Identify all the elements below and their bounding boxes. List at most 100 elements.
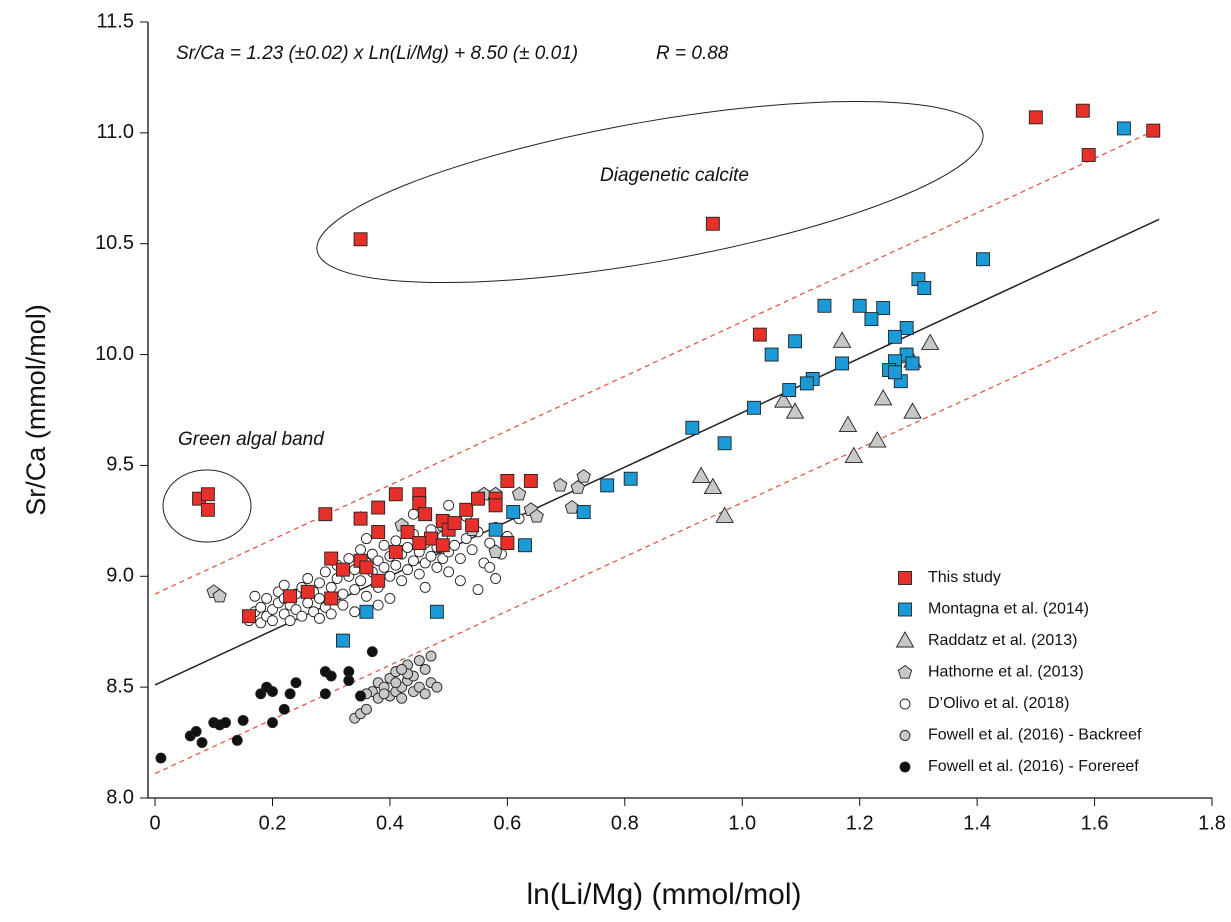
triangle-point [895, 631, 915, 648]
legend-item: Hathorne et al. (2013) [897, 664, 1084, 681]
square-point [817, 298, 832, 313]
x-tick-label: 0.8 [611, 812, 639, 834]
circle-point [284, 688, 296, 700]
y-tick-label: 8.5 [106, 675, 134, 697]
square-point [300, 584, 315, 599]
x-tick-label: 1.2 [846, 812, 874, 834]
circle-point [419, 581, 431, 593]
square-point [435, 538, 450, 553]
square-point [371, 524, 386, 539]
square-point [887, 365, 902, 380]
circle-point [390, 559, 402, 571]
square-point [1028, 110, 1043, 125]
pentagon-point [529, 508, 544, 523]
circle-point [349, 584, 361, 596]
circle-point [402, 542, 413, 553]
square-point [471, 491, 485, 506]
circle-point [267, 686, 278, 698]
circle-point [314, 593, 325, 604]
circle-point [349, 606, 361, 618]
circle-point [899, 698, 911, 710]
circle-point [337, 588, 349, 600]
square-point [353, 511, 368, 526]
circle-point [267, 717, 278, 729]
circle-point [366, 646, 378, 658]
circle-point [390, 677, 402, 689]
circle-point [431, 561, 443, 573]
square-point [335, 562, 350, 577]
circle-point [443, 566, 455, 578]
pentagon-point [553, 477, 568, 492]
square-point [500, 536, 515, 550]
legend-label: Raddatz et al. (2013) [928, 632, 1077, 649]
circle-point [460, 533, 472, 545]
circle-point [261, 593, 273, 604]
square-point [324, 551, 339, 566]
circle-point [484, 537, 496, 549]
circle-point [396, 663, 408, 675]
x-tick-label: 1.8 [1198, 812, 1226, 834]
square-point [600, 478, 615, 493]
triangle-point [838, 415, 858, 432]
x-tick-label: 1.4 [963, 812, 991, 834]
y-tick-label: 9.5 [106, 454, 134, 476]
circle-point [343, 553, 355, 564]
bound-line [154, 127, 1160, 595]
circle-point [249, 590, 261, 602]
square-point [852, 298, 867, 313]
algal-label: Green algal band [178, 429, 325, 450]
circle-point [484, 561, 496, 573]
x-tick-label: 0 [149, 812, 160, 834]
square-point [388, 544, 403, 559]
square-point [898, 571, 912, 585]
circle-point [355, 690, 367, 702]
circle-point [302, 573, 314, 584]
square-point [835, 356, 850, 371]
triangle-point [715, 506, 734, 523]
triangle-point [920, 333, 940, 350]
x-tick-label: 0.6 [493, 812, 521, 834]
square-point [447, 516, 462, 531]
pentagon-point [212, 588, 227, 603]
square-point [887, 329, 902, 344]
square-point [283, 589, 298, 604]
circle-point [413, 655, 425, 666]
circle-point [360, 533, 372, 545]
square-point [1081, 148, 1096, 162]
square-point [518, 538, 532, 553]
pentagon-point [511, 486, 527, 501]
triangle-point [691, 466, 711, 483]
circle-point [378, 688, 390, 700]
circle-point [319, 688, 331, 700]
circle-point [314, 577, 325, 589]
circle-point [378, 561, 390, 573]
square-point [465, 518, 480, 533]
square-point [400, 524, 415, 539]
circle-point [425, 650, 437, 662]
circle-point [419, 688, 431, 700]
square-point [200, 487, 215, 502]
r-value: R = 0.88 [656, 43, 729, 64]
square-point [412, 536, 427, 550]
circle-point [325, 581, 337, 593]
circle-point [267, 615, 278, 627]
circle-point [466, 544, 478, 556]
circle-point [314, 612, 325, 624]
circle-point [302, 597, 314, 609]
x-axis-title: ln(Li/Mg) (mmol/mol) [526, 878, 801, 911]
legend-item: Montagna et al. (2014) [898, 601, 1089, 618]
square-point [917, 281, 932, 296]
square-point [898, 602, 912, 617]
square-point [782, 383, 797, 397]
triangle-point [703, 477, 723, 495]
square-point [359, 560, 374, 575]
square-point [488, 522, 503, 537]
circle-point [220, 717, 231, 729]
square-point [788, 334, 803, 349]
square-point [905, 356, 920, 371]
legend-item: D’Olivo et al. (2018) [899, 695, 1069, 712]
circle-point [278, 703, 290, 715]
square-point [1116, 121, 1131, 136]
square-point [1146, 123, 1161, 138]
